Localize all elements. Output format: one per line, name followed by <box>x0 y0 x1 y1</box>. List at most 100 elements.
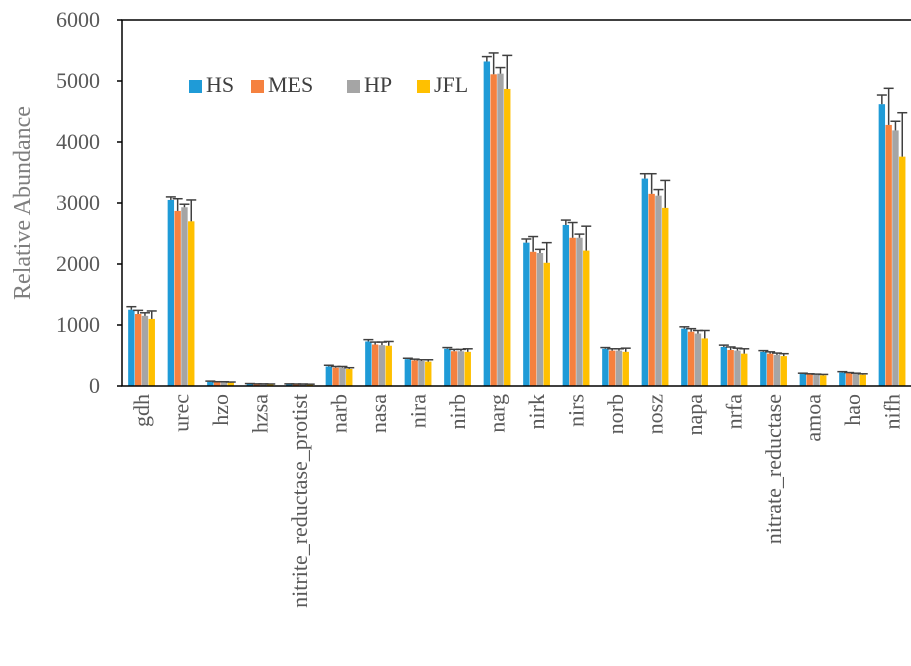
legend-label: MES <box>268 72 313 97</box>
bar <box>504 88 511 387</box>
bar <box>701 338 708 386</box>
bar <box>694 333 702 386</box>
legend-swatch <box>189 80 202 93</box>
y-tick-label: 5000 <box>56 68 100 93</box>
x-tick-label: nrfa <box>721 394 746 430</box>
bar <box>213 382 221 386</box>
bar <box>859 374 866 386</box>
bar <box>523 242 530 386</box>
bar <box>346 368 353 386</box>
bar <box>378 345 386 386</box>
y-tick-label: 6000 <box>56 7 100 32</box>
bar <box>246 383 254 386</box>
bar <box>148 318 155 386</box>
bar <box>820 375 827 386</box>
y-axis-ticks: 0 1000 2000 3000 4000 5000 6000 <box>56 7 122 398</box>
legend-label: JFL <box>434 72 468 97</box>
y-tick-label: 2000 <box>56 251 100 276</box>
bar <box>260 384 267 386</box>
legend-swatch <box>417 80 430 93</box>
bar <box>181 207 188 386</box>
bar <box>385 345 392 386</box>
bar <box>450 351 458 386</box>
bar <box>583 250 590 386</box>
bar <box>292 384 300 386</box>
bar <box>845 373 853 386</box>
x-tick-label: nosz <box>642 394 667 435</box>
x-tick-label: amoa <box>800 394 825 442</box>
x-tick-label: narg <box>484 394 509 433</box>
error-bars-layer <box>126 52 908 385</box>
y-tick-label: 3000 <box>56 190 100 215</box>
x-tick-label: norb <box>603 394 628 434</box>
x-tick-label: nirs <box>563 394 588 427</box>
y-tick-label: 4000 <box>56 129 100 154</box>
bar <box>741 353 748 386</box>
legend: HS MES HP JFL <box>189 72 468 97</box>
legend-label: HP <box>364 72 392 97</box>
bar <box>569 237 576 386</box>
x-tick-label: nira <box>405 394 430 428</box>
x-tick-label: hao <box>840 394 865 426</box>
bar <box>602 348 609 386</box>
x-axis-ticks: gdh urec hzo hzsa nitrite_reductase_protist n… <box>129 394 904 608</box>
bar <box>404 359 412 386</box>
bar <box>128 309 135 386</box>
bar <box>852 373 860 386</box>
x-tick-label: napa <box>682 394 707 436</box>
bar <box>878 104 886 387</box>
bar <box>576 237 583 386</box>
y-tick-label: 1000 <box>56 312 100 337</box>
bar <box>425 361 432 386</box>
bar <box>727 350 734 386</box>
bar <box>332 367 339 386</box>
bar <box>365 341 372 386</box>
bar <box>536 253 544 386</box>
x-tick-label: nitrite_reductase_protist <box>287 394 312 608</box>
bar <box>543 262 550 386</box>
bar <box>207 381 214 386</box>
y-axis-title: Relative Abundance <box>10 106 36 300</box>
bar <box>780 356 787 386</box>
bar <box>306 384 313 386</box>
bar <box>497 73 504 387</box>
bars-layer <box>128 61 906 387</box>
bar <box>687 331 695 386</box>
x-tick-label: nirb <box>445 394 470 429</box>
bar <box>529 251 537 386</box>
bar <box>325 366 333 386</box>
bar <box>806 374 813 386</box>
x-tick-label: nasa <box>366 394 391 433</box>
bar <box>641 178 649 386</box>
bar <box>227 382 234 386</box>
bar <box>562 224 570 386</box>
bar <box>681 328 688 386</box>
x-tick-label: nitrate_reductase <box>761 394 786 544</box>
bar <box>773 354 781 386</box>
legend-swatch <box>251 80 264 93</box>
y-tick-label: 0 <box>89 373 100 398</box>
bar <box>899 156 906 386</box>
x-tick-label: narb <box>326 394 351 433</box>
bar <box>813 374 820 386</box>
bar <box>457 351 465 386</box>
bar <box>648 193 655 386</box>
x-tick-label: gdh <box>129 394 154 427</box>
bar <box>253 384 260 386</box>
bar <box>220 382 228 386</box>
legend-swatch <box>347 80 360 93</box>
bar <box>892 130 899 386</box>
bar <box>299 384 307 386</box>
bar <box>760 351 767 386</box>
bar <box>734 350 741 386</box>
bar <box>885 124 892 387</box>
bar <box>799 373 807 386</box>
bar <box>174 210 181 386</box>
bar <box>464 351 471 386</box>
bar <box>188 221 195 386</box>
bar <box>622 351 629 386</box>
legend-label: HS <box>206 72 234 97</box>
bar <box>286 384 293 386</box>
bar <box>339 367 346 386</box>
